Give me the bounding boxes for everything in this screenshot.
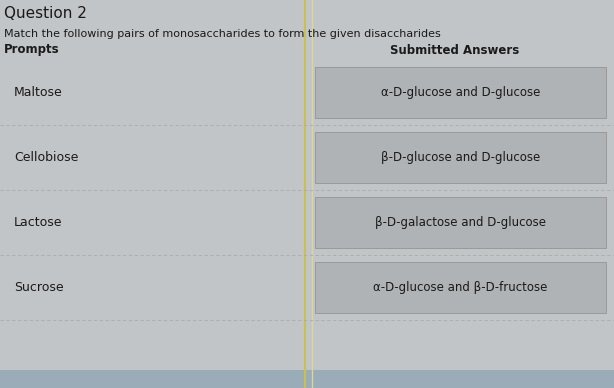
- FancyBboxPatch shape: [0, 370, 614, 388]
- FancyBboxPatch shape: [315, 197, 606, 248]
- Text: Match the following pairs of monosaccharides to form the given disaccharides: Match the following pairs of monosacchar…: [4, 29, 441, 39]
- Text: α-D-glucose and D-glucose: α-D-glucose and D-glucose: [381, 86, 540, 99]
- Text: Lactose: Lactose: [14, 216, 63, 229]
- Text: Sucrose: Sucrose: [14, 281, 64, 294]
- FancyBboxPatch shape: [315, 67, 606, 118]
- FancyBboxPatch shape: [315, 132, 606, 183]
- Text: Cellobiose: Cellobiose: [14, 151, 79, 164]
- Text: Question 2: Question 2: [4, 7, 87, 21]
- Text: α-D-glucose and β-D-fructose: α-D-glucose and β-D-fructose: [373, 281, 548, 294]
- Text: Prompts: Prompts: [4, 43, 60, 57]
- Text: β-D-glucose and D-glucose: β-D-glucose and D-glucose: [381, 151, 540, 164]
- Text: β-D-galactose and D-glucose: β-D-galactose and D-glucose: [375, 216, 546, 229]
- FancyBboxPatch shape: [315, 262, 606, 313]
- Text: Submitted Answers: Submitted Answers: [391, 43, 519, 57]
- Text: Maltose: Maltose: [14, 86, 63, 99]
